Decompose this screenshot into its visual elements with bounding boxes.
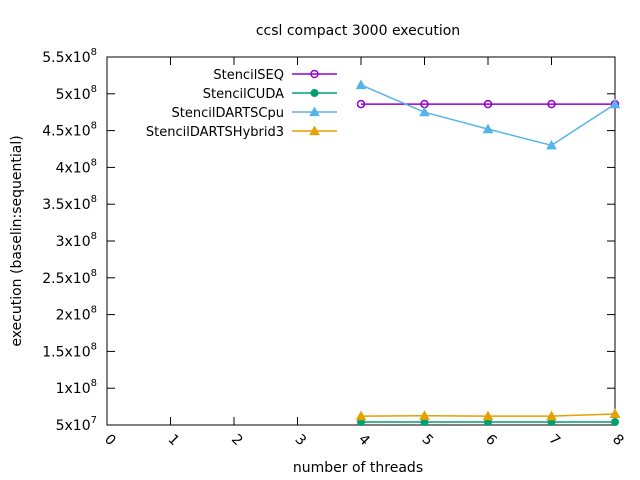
- y-tick-label: 5.5x108: [42, 47, 97, 66]
- point-marker: [609, 98, 621, 109]
- point-marker: [419, 410, 430, 420]
- point-marker: [546, 410, 557, 421]
- point-marker: [483, 99, 493, 109]
- series-layer: [355, 79, 621, 427]
- y-tick-label: 1x108: [56, 378, 97, 397]
- legend-item: StencilSEQ: [213, 68, 337, 83]
- x-tick-label: 5: [419, 431, 437, 449]
- point-marker: [419, 106, 430, 117]
- point-marker: [355, 79, 367, 90]
- point-marker: [356, 99, 366, 109]
- y-tick-label: 2x108: [56, 305, 97, 324]
- x-tick-label: 8: [609, 431, 627, 449]
- chart-title: ccsl compact 3000 execution: [256, 23, 460, 39]
- legend-item: StencilDARTSCpu: [172, 106, 337, 121]
- legend: StencilSEQ StencilCUDA StencilDARTSCpu Sten…: [146, 68, 337, 140]
- point-marker: [611, 418, 619, 427]
- series-0: [356, 99, 620, 109]
- y-tick-label: 5x107: [56, 415, 97, 434]
- y-axis-label: execution (baselin:sequential): [9, 135, 25, 346]
- x-tick-label: 6: [482, 431, 500, 449]
- y-tick-label: 1.5x108: [42, 341, 97, 360]
- series-line: [360, 84, 616, 147]
- x-tick-label: 2: [228, 431, 246, 449]
- point-marker: [310, 89, 319, 97]
- point-marker: [310, 69, 319, 79]
- legend-item: StencilCUDA: [203, 87, 337, 102]
- point-marker: [482, 123, 494, 134]
- x-tick-label: 1: [165, 431, 183, 449]
- point-marker: [309, 106, 320, 117]
- y-tick-label: 2.5x108: [42, 268, 97, 287]
- y-tick-label: 4x108: [56, 157, 97, 176]
- point-marker: [546, 139, 557, 150]
- x-tick-label: 4: [355, 431, 373, 449]
- x-axis-label: number of threads: [293, 460, 423, 476]
- y-tick-label: 4.5x108: [42, 121, 97, 140]
- y-tick-label: 5x108: [56, 84, 97, 103]
- point-marker: [309, 125, 320, 136]
- x-tick-label: 7: [546, 431, 564, 449]
- y-axis: 5x107 1x108 1.5x108 2x108 2.5x108 3x108 3.5x10…: [42, 47, 615, 434]
- point-marker: [609, 408, 621, 419]
- x-tick-label: 0: [101, 431, 119, 449]
- series-2: [355, 79, 621, 150]
- point-marker: [482, 410, 494, 421]
- y-tick-label: 3x108: [56, 231, 97, 250]
- series-3: [355, 408, 621, 421]
- legend-label: StencilDARTSCpu: [172, 106, 284, 121]
- legend-label: StencilSEQ: [213, 68, 284, 83]
- x-tick-label: 3: [292, 431, 310, 449]
- legend-item: StencilDARTSHybrid3: [146, 125, 337, 140]
- point-marker: [547, 99, 556, 109]
- legend-label: StencilDARTSHybrid3: [146, 125, 284, 140]
- point-marker: [355, 410, 367, 421]
- y-tick-label: 3.5x108: [42, 194, 97, 213]
- series-1: [357, 418, 619, 427]
- legend-label: StencilCUDA: [203, 87, 284, 102]
